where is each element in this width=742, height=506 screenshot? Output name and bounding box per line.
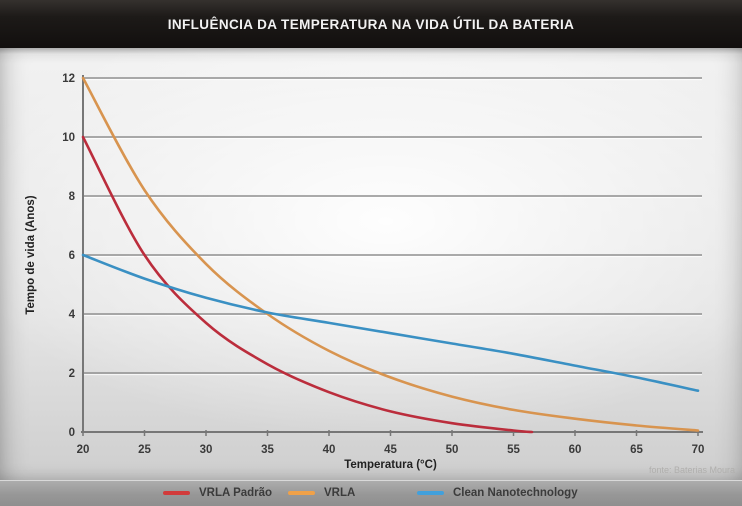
title-bar: INFLUÊNCIA DA TEMPERATURA NA VIDA ÚTIL D…: [0, 0, 742, 48]
legend-swatch: [163, 491, 190, 495]
x-axis-label: Temperatura (°C): [344, 459, 437, 471]
y-axis-label: Tempo de vida (Anos): [25, 195, 37, 314]
legend-bar: VRLA Padrão VRLA Clean Nanotechnology: [0, 480, 742, 506]
x-tick-label: 40: [323, 444, 336, 456]
y-tick-label: 2: [69, 368, 75, 380]
x-tick-label: 70: [692, 444, 705, 456]
y-tick-label: 0: [69, 427, 75, 439]
x-tick-label: 35: [261, 444, 274, 456]
x-tick-label: 50: [446, 444, 459, 456]
legend-label: VRLA Padrão: [199, 487, 273, 499]
x-tick-label: 30: [200, 444, 213, 456]
legend-item: Clean Nanotechnology: [417, 481, 578, 505]
legend-item: VRLA: [288, 481, 355, 505]
series-line-clean-nanotechnology: [81, 253, 700, 392]
chart-background: [0, 48, 742, 481]
legend-label: VRLA: [324, 487, 356, 499]
y-tick-label: 12: [62, 73, 75, 85]
x-tick-label: 55: [507, 444, 520, 456]
x-tick-label: 65: [630, 444, 643, 456]
series-line-vrla-padr-o: [81, 135, 534, 434]
x-tick-label: 25: [138, 444, 151, 456]
x-tick-label: 20: [77, 444, 90, 456]
y-tick-label: 8: [69, 191, 76, 203]
y-tick-label: 4: [69, 309, 76, 321]
legend-swatch: [288, 491, 315, 495]
series-line-vrla: [81, 76, 700, 432]
x-tick-label: 45: [384, 444, 397, 456]
y-tick-label: 10: [62, 132, 75, 144]
legend-swatch: [417, 491, 444, 495]
y-tick-label: 6: [69, 250, 75, 262]
source-note: fonte: Baterias Moura: [648, 465, 735, 475]
legend-label: Clean Nanotechnology: [453, 487, 578, 499]
legend-item: VRLA Padrão: [163, 481, 272, 505]
x-tick-label: 60: [569, 444, 582, 456]
chart-title: INFLUÊNCIA DA TEMPERATURA NA VIDA ÚTIL D…: [167, 16, 575, 32]
